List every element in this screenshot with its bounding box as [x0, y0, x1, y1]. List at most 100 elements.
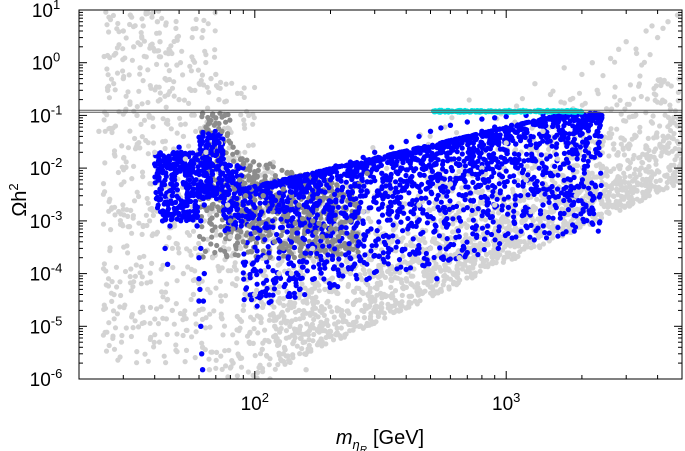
scatter-point — [614, 186, 620, 192]
scatter-point — [300, 264, 306, 270]
scatter-point — [278, 181, 284, 187]
scatter-point — [563, 202, 569, 208]
scatter-point — [130, 24, 137, 30]
scatter-point — [173, 342, 179, 348]
scatter-point — [453, 141, 459, 147]
scatter-point — [180, 332, 186, 339]
scatter-point — [100, 181, 107, 187]
scatter-point — [308, 287, 314, 293]
scatter-point — [346, 310, 352, 316]
scatter-point — [642, 182, 648, 188]
scatter-point — [653, 157, 659, 164]
scatter-point — [318, 215, 324, 221]
scatter-point — [440, 166, 446, 172]
scatter-point — [511, 151, 518, 157]
scatter-point — [554, 132, 560, 138]
scatter-point — [213, 357, 219, 363]
scatter-point — [609, 106, 615, 112]
scatter-point — [130, 325, 136, 331]
scatter-point — [128, 288, 134, 294]
scatter-point — [266, 250, 272, 256]
scatter-point — [204, 84, 210, 90]
scatter-point — [111, 316, 117, 322]
scatter-point — [217, 85, 223, 91]
scatter-point — [546, 186, 553, 192]
scatter-point — [256, 364, 262, 371]
scatter-point — [250, 268, 256, 274]
scatter-point — [254, 375, 260, 379]
scatter-point — [579, 177, 586, 183]
scatter-point — [376, 156, 382, 162]
scatter-point — [394, 170, 400, 176]
scatter-point — [644, 144, 650, 150]
scatter-point — [484, 229, 490, 236]
scatter-point — [505, 194, 511, 200]
scatter-point — [322, 320, 328, 326]
scatter-point — [481, 242, 487, 248]
scatter-point — [614, 102, 620, 108]
scatter-point — [206, 89, 212, 95]
scatter-point — [283, 335, 289, 341]
scatter-point — [260, 302, 267, 308]
scatter-point — [446, 284, 452, 290]
scatter-point — [152, 316, 158, 322]
scatter-point — [571, 228, 577, 234]
scatter-point — [281, 314, 287, 320]
scatter-point — [427, 284, 433, 290]
scatter-point — [638, 181, 644, 187]
scatter-point — [284, 229, 290, 235]
scatter-point — [149, 10, 156, 16]
scatter-point — [503, 242, 509, 248]
scatter-point — [385, 254, 391, 260]
scatter-point — [154, 61, 160, 67]
scatter-point — [416, 250, 422, 256]
scatter-point — [537, 211, 544, 217]
scatter-point — [450, 221, 456, 227]
scatter-point — [196, 80, 202, 87]
scatter-point — [562, 192, 568, 198]
scatter-point — [393, 299, 399, 306]
scatter-point — [555, 123, 561, 130]
scatter-point — [141, 117, 148, 123]
scatter-point — [213, 365, 219, 371]
scatter-point — [633, 112, 639, 118]
scatter-point — [591, 154, 598, 160]
scatter-point — [104, 66, 110, 72]
scatter-point — [262, 327, 268, 333]
scatter-point — [557, 215, 563, 221]
scatter-point — [129, 230, 135, 236]
scatter-point — [136, 140, 142, 146]
scatter-point — [225, 268, 231, 274]
scatter-point — [666, 140, 672, 146]
scatter-point — [125, 89, 131, 95]
scatter-point — [570, 207, 577, 213]
scatter-point — [632, 176, 638, 182]
scatter-point — [444, 151, 450, 157]
scatter-point — [621, 170, 627, 176]
scatter-point — [132, 135, 138, 142]
scatter-point — [356, 285, 362, 291]
scatter-point — [598, 211, 605, 217]
scatter-point — [627, 82, 634, 88]
scatter-point — [559, 172, 565, 178]
scatter-point — [203, 59, 209, 66]
scatter-point — [460, 134, 467, 141]
scatter-point — [520, 183, 526, 189]
scatter-point — [343, 318, 349, 325]
scatter-point — [309, 187, 316, 193]
scatter-point — [446, 138, 452, 144]
scatter-point — [151, 344, 157, 350]
scatter-point — [347, 234, 353, 240]
scatter-point — [445, 266, 451, 272]
scatter-point — [147, 336, 153, 342]
scatter-point — [348, 184, 354, 190]
scatter-point — [492, 184, 498, 190]
scatter-point — [468, 198, 474, 204]
scatter-point — [331, 286, 337, 292]
scatter-point — [150, 124, 156, 130]
scatter-point — [640, 176, 646, 182]
scatter-point — [135, 324, 142, 330]
scatter-point — [381, 239, 387, 245]
scatter-point — [188, 252, 194, 258]
scatter-point — [159, 289, 165, 295]
